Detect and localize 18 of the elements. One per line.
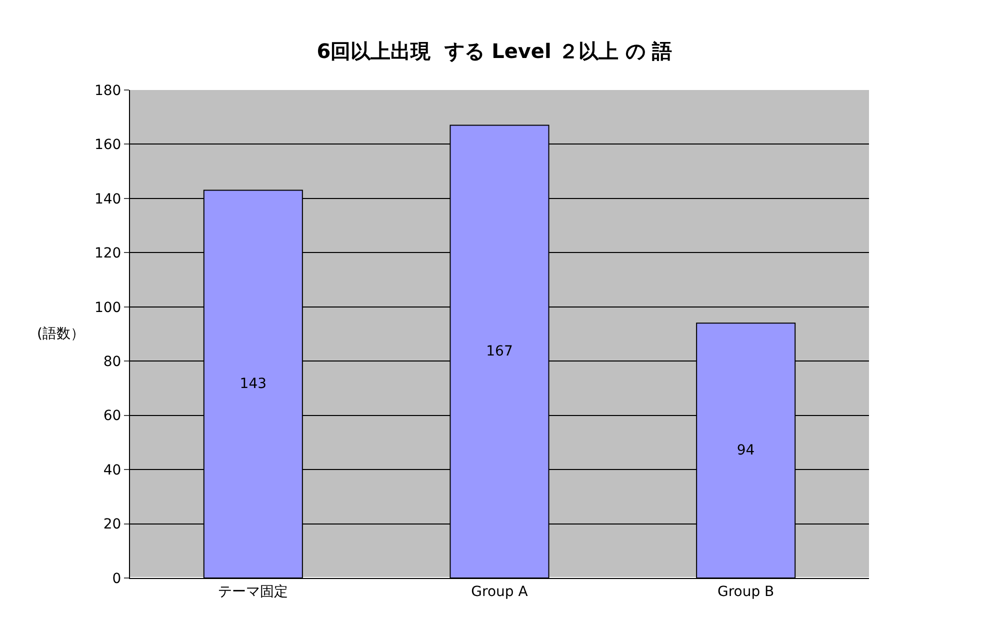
data-label: 167 (486, 344, 513, 360)
y-tick-label: 60 (103, 408, 122, 424)
x-tick-label: テーマ固定 (218, 584, 288, 600)
y-tick-label: 20 (103, 516, 122, 533)
y-tick-label: 140 (94, 191, 122, 208)
y-tick-label: 80 (103, 354, 122, 370)
y-tick-label: 180 (94, 82, 122, 99)
y-axis-title: (語数） (37, 326, 84, 342)
y-tick-label: 160 (94, 137, 122, 154)
x-tick-label: Group A (471, 584, 528, 600)
data-label: 94 (736, 442, 755, 459)
y-tick-label: 0 (112, 570, 122, 587)
y-tick-label: 40 (103, 462, 122, 478)
data-label: 143 (240, 376, 267, 392)
y-tick-label: 100 (94, 300, 122, 316)
y-tick-label: 120 (94, 246, 122, 262)
x-tick-label: Group B (717, 584, 774, 600)
chart-title: 6回以上出現 する Level ２以上 の 語 (316, 38, 672, 63)
